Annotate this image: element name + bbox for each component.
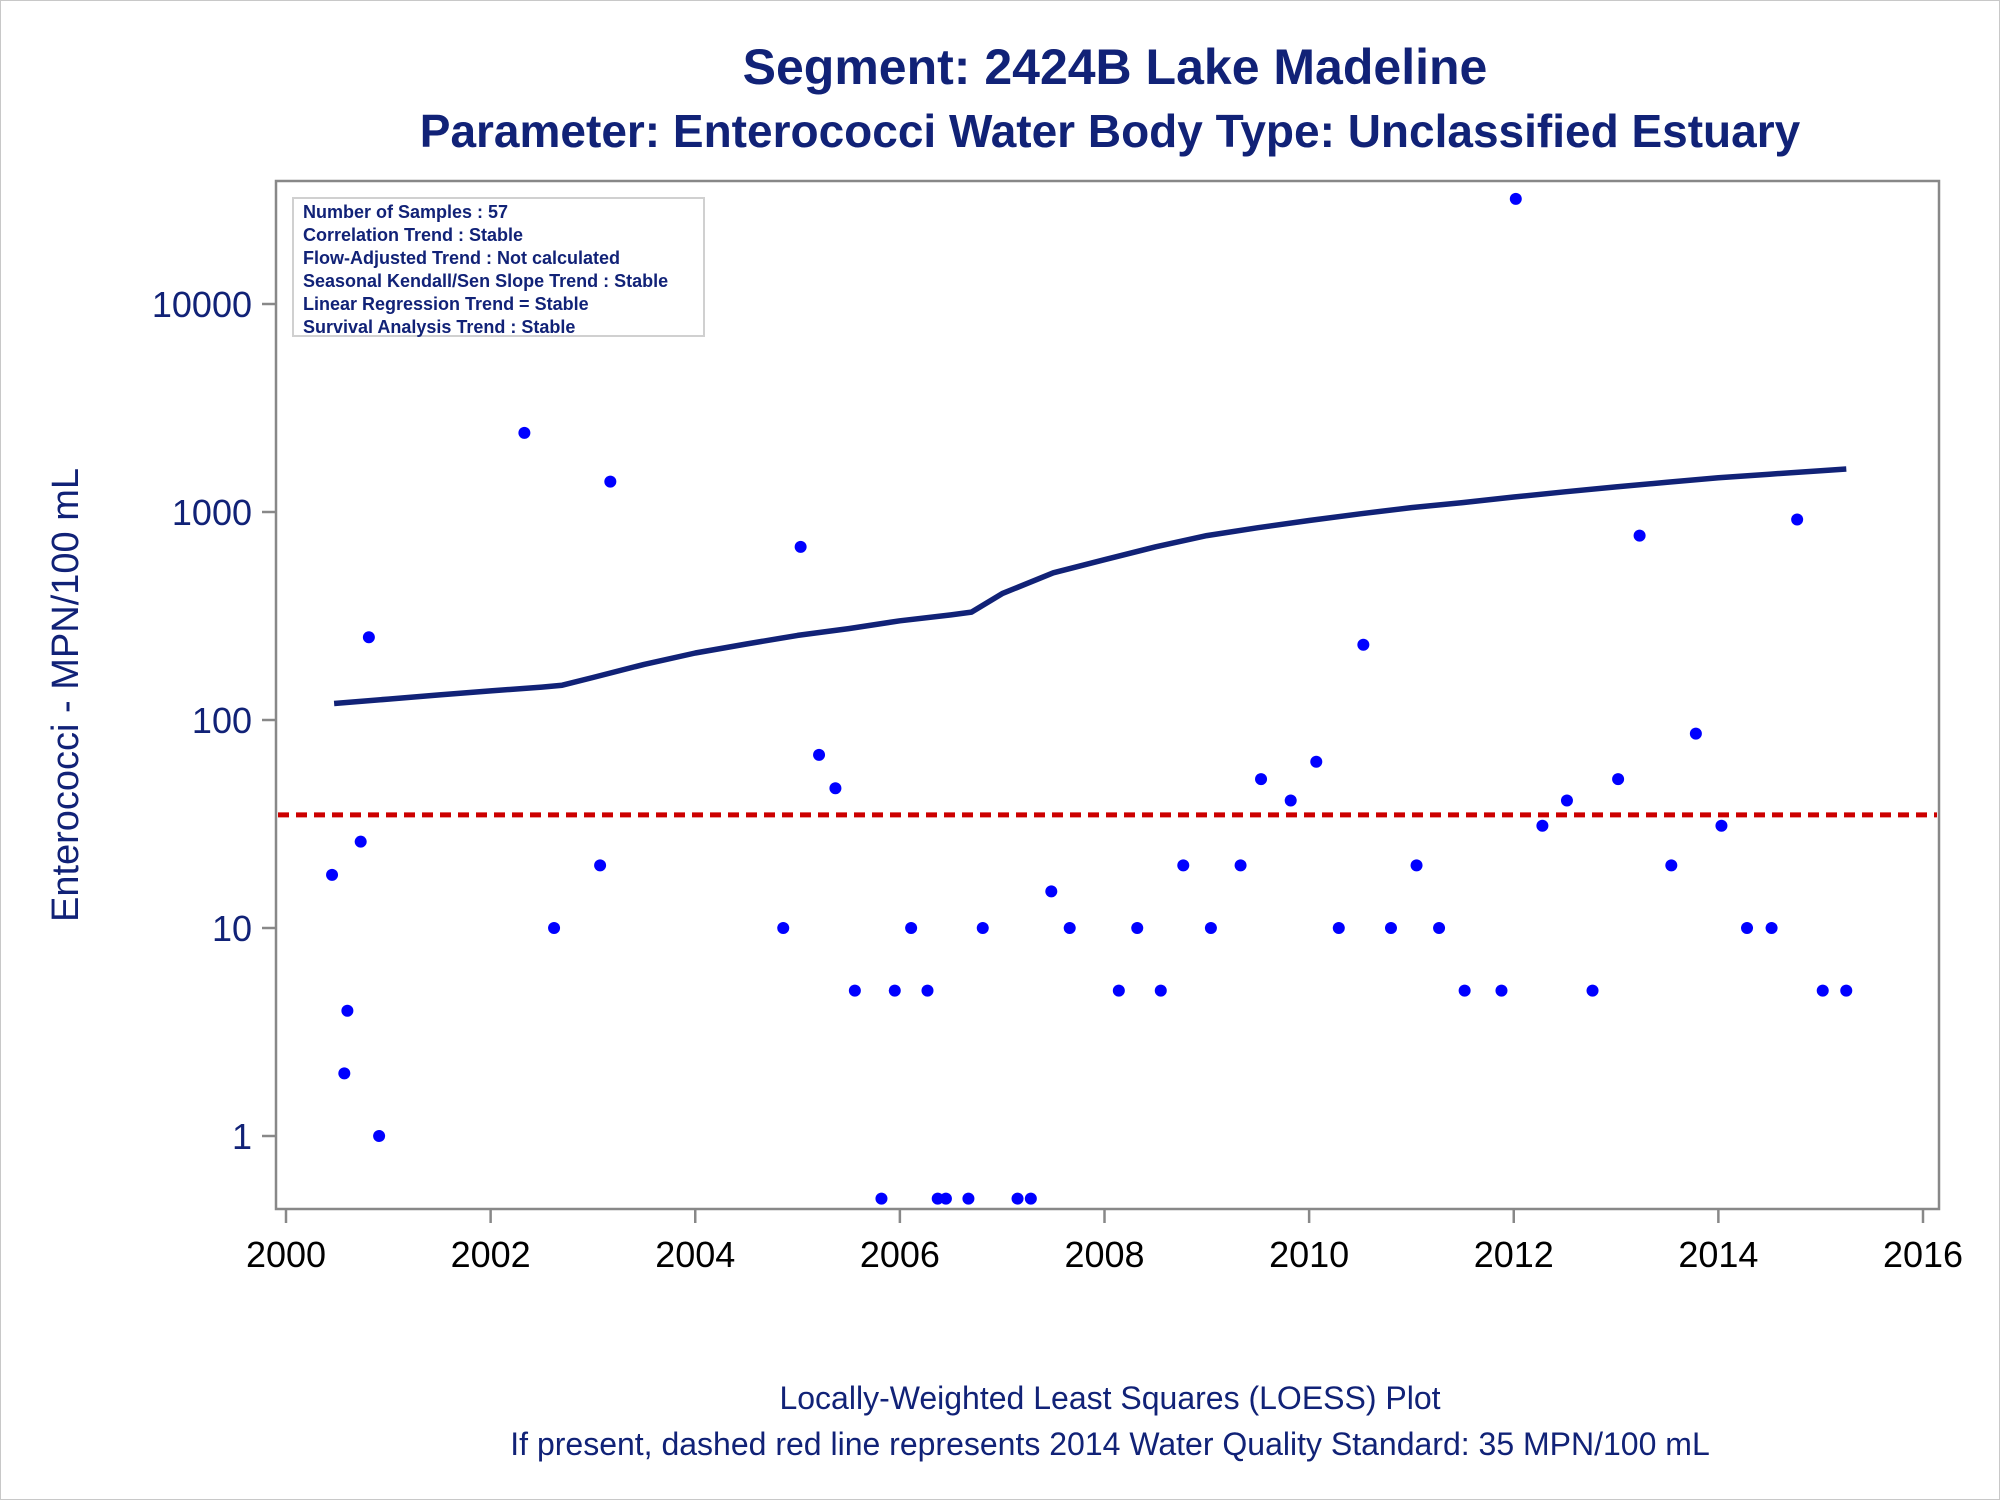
sample-point [1791,513,1804,526]
sample-point [1384,922,1397,934]
sample-point [1633,529,1646,542]
sample-point [594,859,607,872]
sample-point [1410,859,1423,872]
sample-point [1177,859,1190,872]
x-tick-label: 2016 [1883,1234,1963,1275]
sample-point [1332,922,1345,934]
sample-point [338,1067,351,1080]
y-tick-label: 1 [232,1116,252,1157]
sample-points [326,192,1853,1205]
plot-area [274,179,1941,1211]
sample-point [939,1192,952,1205]
y-tick-label: 100 [192,700,252,741]
stat-number-of-samples: Number of Samples : 57 [303,202,509,222]
sample-point [888,984,901,997]
sample-point [813,748,826,761]
footnote-standard: If present, dashed red line represents 2… [510,1426,1710,1462]
sample-point [354,835,367,848]
sample-point [1458,984,1471,997]
trend-statistics-box: Number of Samples : 57 Correlation Trend… [292,197,705,337]
stat-seasonal-kendall-trend: Seasonal Kendall/Sen Slope Trend : Stabl… [303,271,669,291]
sample-point [1154,984,1167,997]
sample-point [373,1130,386,1142]
sample-point [1665,859,1678,872]
sample-point [362,631,375,644]
sample-point [1816,984,1829,997]
x-axis: 2000 2002 2004 2006 2008 2010 2012 2014 2016 [246,1209,1963,1275]
stat-correlation-trend: Correlation Trend : Stable [303,225,524,245]
sample-point [1715,819,1728,832]
sample-point [604,475,617,488]
stat-survival-analysis-trend: Survival Analysis Trend : Stable [303,317,576,337]
x-tick-label: 2004 [655,1234,735,1275]
sample-point [1011,1192,1024,1205]
sample-point [518,426,531,439]
sample-point [1204,922,1217,934]
sample-point [921,984,934,997]
sample-point [341,1004,354,1017]
y-tick-label: 10000 [152,284,252,325]
sample-point [1560,794,1573,807]
sample-point [1255,773,1268,786]
footnote-loess: Locally-Weighted Least Squares (LOESS) P… [779,1380,1441,1416]
sample-point [1234,859,1247,872]
sample-point [794,540,807,553]
sample-point [1045,885,1058,898]
sample-point [848,984,861,997]
sample-point [1024,1192,1037,1205]
y-axis-label: Enterococci - MPN/100 mL [45,468,87,922]
sample-point [777,922,790,934]
sample-point [1063,922,1076,934]
x-tick-label: 2008 [1064,1234,1144,1275]
y-tick-label: 1000 [172,492,252,533]
sample-point [1131,922,1144,934]
sample-point [1689,727,1702,740]
sample-point [1284,794,1297,807]
sample-point [1509,192,1522,205]
x-tick-label: 2002 [451,1234,531,1275]
x-tick-label: 2000 [246,1234,326,1275]
x-tick-label: 2012 [1474,1234,1554,1275]
x-tick-label: 2006 [860,1234,940,1275]
sample-point [905,922,918,934]
y-tick-label: 10 [212,908,252,949]
sample-point [1112,984,1125,997]
stat-flow-adjusted-trend: Flow-Adjusted Trend : Not calculated [303,248,621,268]
stat-linear-regression-trend: Linear Regression Trend = Stable [303,294,589,314]
sample-point [1741,922,1754,934]
sample-point [962,1192,975,1205]
sample-point [1310,755,1323,768]
sample-point [1765,922,1778,934]
sample-point [1840,984,1853,997]
sample-point [1495,984,1508,997]
sample-point [326,868,339,881]
sample-point [1612,773,1625,786]
sample-point [1586,984,1599,997]
sample-point [1357,638,1370,651]
y-axis: 1 10 100 1000 10000 [152,284,276,1157]
sample-point [1433,922,1446,934]
sample-point [829,782,842,795]
loess-trend-line [333,466,1847,707]
sample-point [1536,819,1549,832]
sample-point [875,1192,888,1205]
chart-title: Segment: 2424B Lake Madeline [742,39,1488,95]
chart-subtitle: Parameter: Enterococci Water Body Type: … [419,105,1801,157]
sample-point [548,922,561,934]
sample-point [976,922,989,934]
x-tick-label: 2010 [1269,1234,1349,1275]
x-tick-label: 2014 [1678,1234,1758,1275]
